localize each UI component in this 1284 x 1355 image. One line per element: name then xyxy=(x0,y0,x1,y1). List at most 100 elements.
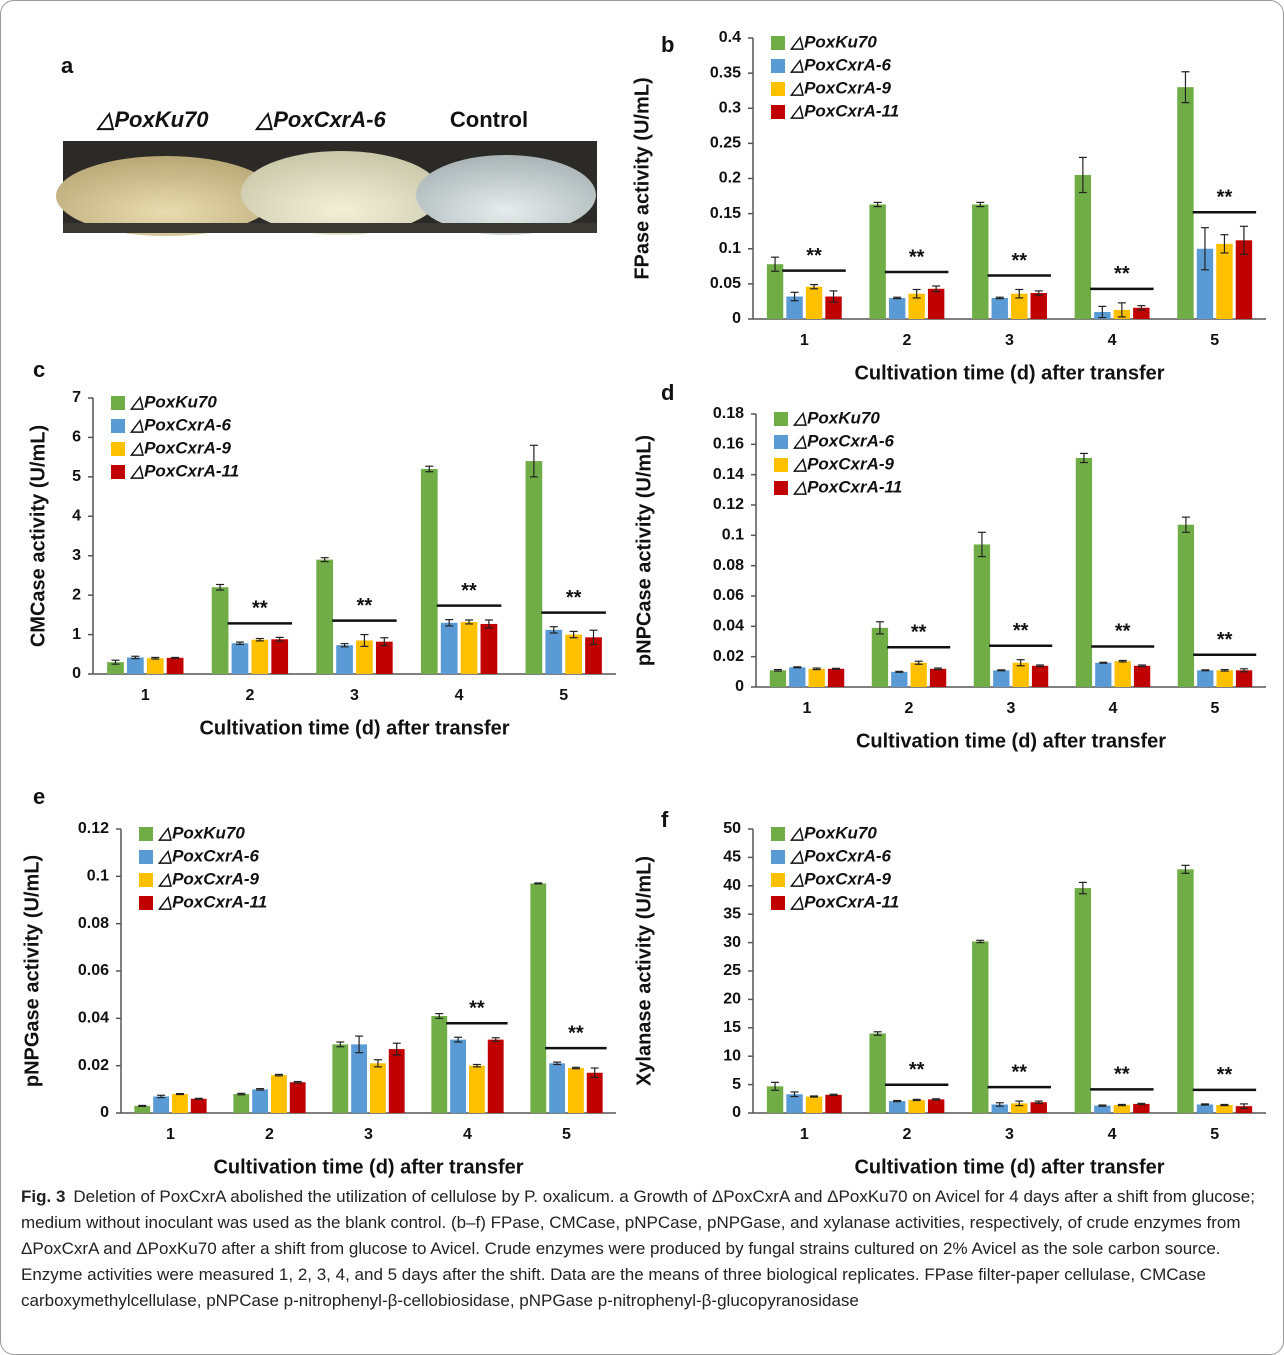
bar xyxy=(270,1075,287,1113)
y-axis-label: pNPGase activity (U/mL) xyxy=(21,855,43,1087)
bar xyxy=(766,264,784,319)
bar xyxy=(545,629,563,674)
x-axis-label: Cultivation time (d) after transfer xyxy=(199,717,509,739)
error-bar xyxy=(1016,659,1025,667)
x-tick-label: 5 xyxy=(1210,1126,1219,1143)
x-axis-label: Cultivation time (d) after transfer xyxy=(854,362,1164,384)
bar xyxy=(336,645,353,674)
y-tick-label: 0.04 xyxy=(78,1010,109,1027)
bar xyxy=(891,671,908,687)
bar xyxy=(420,468,438,674)
bar xyxy=(786,1094,803,1113)
y-tick-label: 30 xyxy=(723,934,741,951)
legend-label: △PoxCxrA-9 xyxy=(157,869,260,888)
error-bar xyxy=(875,621,884,635)
legend-label: △PoxCxrA-6 xyxy=(792,431,895,450)
error-bar xyxy=(1098,1104,1107,1107)
legend-label: △PoxCxrA-9 xyxy=(789,869,892,888)
legend-label: △PoxCxrA-6 xyxy=(789,55,892,74)
error-bar xyxy=(1240,668,1249,673)
bar xyxy=(766,1086,784,1113)
error-bar xyxy=(1200,1103,1209,1106)
bar xyxy=(356,640,373,674)
panel-letter: b xyxy=(661,32,674,57)
legend-swatch xyxy=(771,873,785,887)
y-tick-label: 0.1 xyxy=(87,868,109,885)
y-tick-label: 10 xyxy=(723,1047,741,1064)
error-bar xyxy=(1201,669,1210,672)
bar xyxy=(1177,869,1194,1113)
x-tick-label: 4 xyxy=(1108,332,1117,349)
bar xyxy=(153,1096,170,1113)
error-bar xyxy=(355,1035,364,1054)
bar xyxy=(1177,87,1194,319)
bar xyxy=(233,1094,250,1113)
error-bar xyxy=(873,1031,882,1036)
x-tick-label: 3 xyxy=(364,1126,373,1143)
x-axis-label: Cultivation time (d) after transfer xyxy=(856,730,1166,752)
legend-label: △PoxCxrA-11 xyxy=(789,101,899,120)
significance-label: ** xyxy=(1217,629,1233,651)
bar xyxy=(1235,670,1253,687)
significance-label: ** xyxy=(806,245,822,267)
x-tick-label: 3 xyxy=(1005,1126,1014,1143)
legend-label: △PoxCxrA-11 xyxy=(157,892,267,911)
bar xyxy=(549,1063,566,1113)
bar xyxy=(927,1099,945,1113)
y-tick-label: 1 xyxy=(72,626,81,643)
y-tick-label: 0 xyxy=(72,665,81,682)
y-tick-label: 7 xyxy=(72,389,81,406)
error-bar xyxy=(1098,305,1107,319)
bar xyxy=(525,461,543,674)
y-tick-label: 50 xyxy=(723,820,741,837)
x-tick-label: 4 xyxy=(1109,700,1118,717)
legend-label: △PoxKu70 xyxy=(792,408,880,427)
legend-label: △PoxCxrA-11 xyxy=(792,477,902,496)
bar xyxy=(146,658,164,674)
significance-label: ** xyxy=(911,621,927,643)
y-tick-label: 0.16 xyxy=(713,436,744,453)
bar xyxy=(1011,293,1028,319)
error-bar xyxy=(1220,1103,1229,1107)
y-tick-label: 25 xyxy=(723,962,741,979)
bar xyxy=(908,293,925,319)
bar xyxy=(1011,1103,1028,1113)
legend-swatch xyxy=(111,442,125,456)
bar xyxy=(1216,1105,1233,1113)
significance-label: ** xyxy=(568,1022,584,1044)
significance-label: ** xyxy=(1013,620,1029,642)
x-tick-label: 3 xyxy=(350,687,359,704)
x-tick-label: 5 xyxy=(562,1126,571,1143)
error-bar xyxy=(553,1061,562,1066)
y-tick-label: 0.04 xyxy=(713,618,744,635)
y-tick-label: 40 xyxy=(723,877,741,894)
bar xyxy=(388,1049,405,1113)
figure-charts: a △PoxKu70 △PoxCxrA-6 Control b FPase act… xyxy=(21,29,1266,1178)
error-bar xyxy=(373,1059,382,1068)
bar xyxy=(1113,1105,1131,1113)
bar xyxy=(825,1094,842,1113)
x-tick-label: 1 xyxy=(803,700,812,717)
error-bar xyxy=(589,629,598,646)
legend-label: △PoxCxrA-9 xyxy=(789,78,892,97)
error-bar xyxy=(1099,661,1108,664)
error-bar xyxy=(569,630,578,639)
bar xyxy=(351,1044,368,1113)
y-tick-label: 0 xyxy=(732,1104,741,1121)
error-bar xyxy=(484,619,493,629)
error-bar xyxy=(1220,234,1229,254)
significance-label: ** xyxy=(1114,263,1130,285)
legend-swatch xyxy=(774,458,788,472)
photo-label: Control xyxy=(450,107,528,132)
bar xyxy=(171,1094,188,1113)
bar xyxy=(1095,662,1112,687)
legend-label: △PoxCxrA-6 xyxy=(129,415,232,434)
error-bar xyxy=(771,256,780,272)
error-bar xyxy=(360,633,369,648)
error-bar xyxy=(275,636,284,642)
bar xyxy=(251,639,269,674)
bar xyxy=(1074,174,1092,319)
y-tick-label: 6 xyxy=(72,429,81,446)
caption: Fig. 3 Deletion of PoxCxrA abolished the … xyxy=(21,1184,1265,1314)
